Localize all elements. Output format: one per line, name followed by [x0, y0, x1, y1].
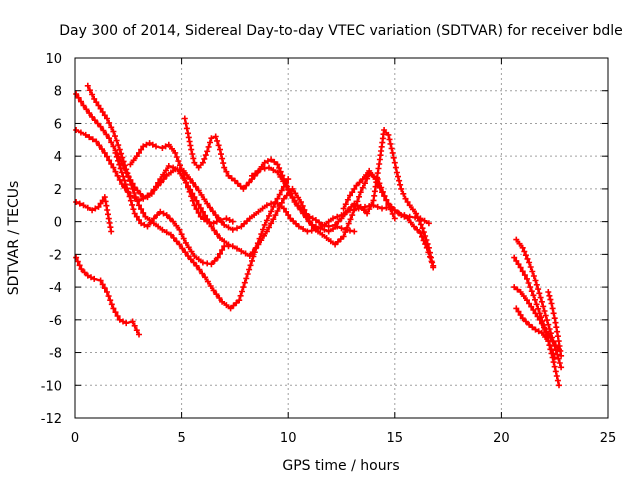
x-tick-label: 20: [493, 431, 510, 446]
series-arc-5: [73, 194, 115, 235]
plot-frame: [74, 57, 609, 419]
y-tick-label: -12: [41, 412, 62, 427]
series-points: [249, 127, 437, 271]
y-tick-label: 0: [54, 216, 62, 231]
series-arc-6: [112, 149, 398, 268]
y-tick-label: -8: [49, 347, 62, 362]
series-arc-15: [545, 289, 565, 359]
y-tick-label: -2: [49, 248, 62, 263]
series-points: [340, 167, 437, 269]
series-line: [86, 84, 290, 310]
series-line: [513, 286, 561, 351]
y-tick-label: 4: [54, 150, 62, 165]
y-tick-label: -10: [41, 379, 62, 394]
series-arc-3: [84, 82, 292, 312]
series-points: [73, 254, 142, 338]
y-tick-labels: -12 -10 -8 -6 -4 -2 0 2 4 6 8 10: [41, 52, 62, 427]
series-layer: [73, 82, 565, 389]
series-points: [513, 236, 565, 371]
series-points: [73, 194, 115, 235]
series-arc-9: [249, 127, 437, 271]
series-points: [513, 305, 558, 361]
x-tick-label: 25: [600, 431, 617, 446]
series-points: [511, 284, 562, 353]
series-arc-7: [127, 140, 236, 227]
y-tick-label: -6: [49, 314, 62, 329]
x-tick-labels: 0 5 10 15 20 25: [71, 431, 616, 446]
series-points: [127, 140, 236, 227]
x-tick-label: 5: [177, 431, 185, 446]
y-tick-label: 6: [54, 117, 62, 132]
series-points: [84, 82, 292, 312]
y-tick-label: 10: [45, 52, 62, 67]
series-arc-10: [340, 167, 437, 269]
x-tick-label: 0: [71, 431, 79, 446]
x-tick-label: 10: [280, 431, 297, 446]
y-tick-label: 8: [54, 85, 62, 100]
chart-title: Day 300 of 2014, Sidereal Day-to-day VTE…: [59, 23, 623, 39]
series-points: [545, 289, 565, 359]
x-tick-label: 15: [387, 431, 404, 446]
series-arc-13: [513, 305, 558, 361]
y-tick-label: 2: [54, 183, 62, 198]
series-arc-11: [513, 236, 565, 371]
x-axis-title: GPS time / hours: [282, 458, 399, 474]
y-axis-title: SDTVAR / TECUs: [6, 181, 22, 296]
series-arc-14: [511, 284, 562, 353]
grid-layer: [75, 58, 608, 418]
y-tick-label: -4: [49, 281, 62, 296]
series-arc-4: [73, 254, 142, 338]
series-points: [112, 149, 398, 268]
